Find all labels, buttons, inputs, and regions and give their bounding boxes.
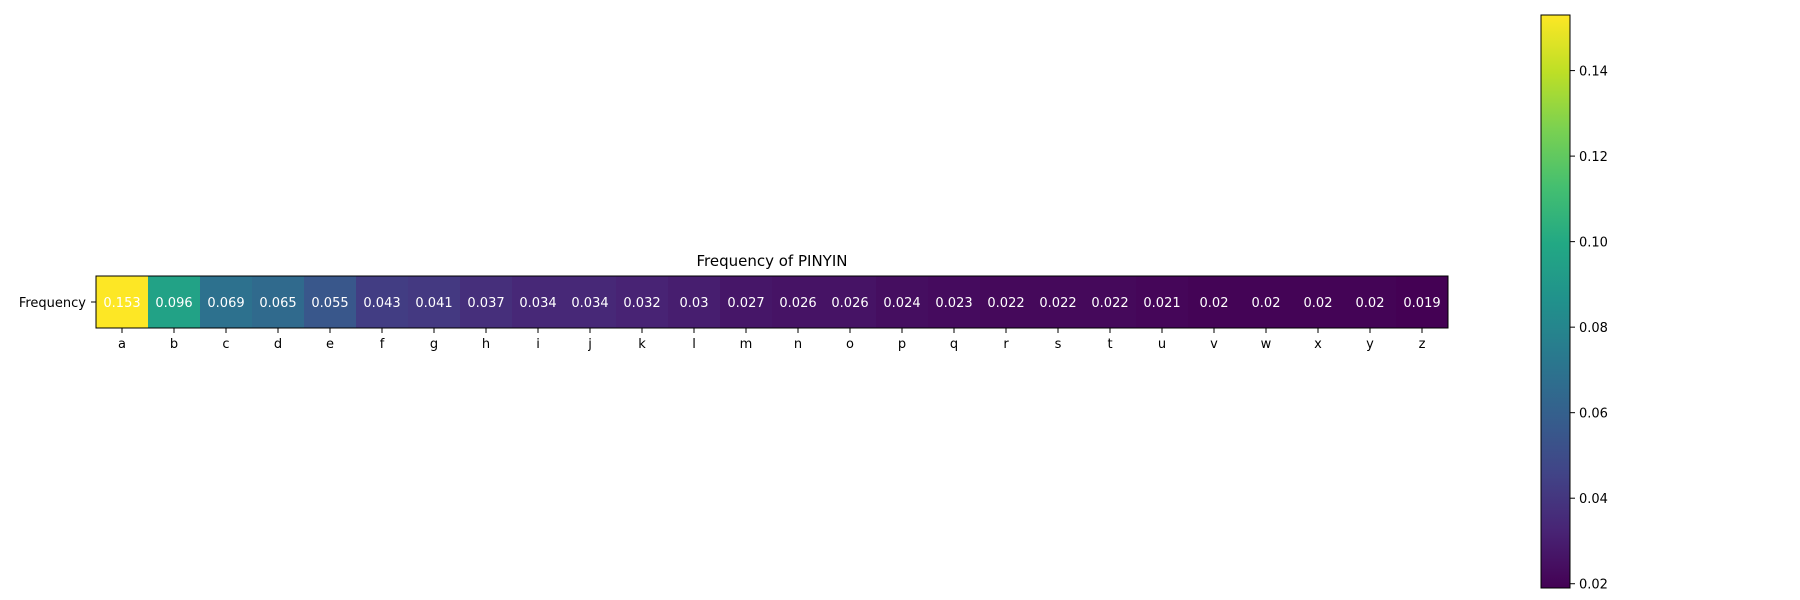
heatmap-cell-q xyxy=(928,276,981,328)
x-tick-label: r xyxy=(1003,337,1009,352)
cell-value-label: 0.037 xyxy=(467,296,504,311)
colorbar-tick-label: 0.06 xyxy=(1579,407,1608,422)
cell-value-label: 0.019 xyxy=(1403,296,1440,311)
x-tick-label: z xyxy=(1419,337,1426,352)
x-tick-label: m xyxy=(740,337,753,352)
heatmap-cell-h xyxy=(460,276,513,328)
y-tick-label: Frequency xyxy=(19,296,86,311)
x-tick-label: c xyxy=(222,337,229,352)
colorbar: 0.02 0.04 0.06 0.08 0.10 0.12 0.14 xyxy=(1540,14,1608,593)
cell-value-label: 0.03 xyxy=(680,296,709,311)
cell-value-label: 0.021 xyxy=(1143,296,1180,311)
colorbar-tick-label: 0.14 xyxy=(1579,65,1608,80)
x-tick-label: d xyxy=(274,337,282,352)
heatmap-cell-g xyxy=(408,276,461,328)
cell-value-label: 0.069 xyxy=(207,296,244,311)
x-tick-label: s xyxy=(1055,337,1062,352)
x-tick-label: j xyxy=(587,337,592,352)
cell-value-label: 0.022 xyxy=(1039,296,1076,311)
cell-value-label: 0.022 xyxy=(987,296,1024,311)
colorbar-tick-label: 0.08 xyxy=(1579,321,1608,336)
x-tick-label: f xyxy=(380,337,385,352)
x-tick-label: g xyxy=(430,337,438,352)
cell-value-label: 0.041 xyxy=(415,296,452,311)
heatmap-cell-m xyxy=(720,276,773,328)
heatmap-cell-e xyxy=(304,276,357,328)
cell-value-label: 0.023 xyxy=(935,296,972,311)
x-tick-label: v xyxy=(1210,337,1218,352)
cell-value-label: 0.02 xyxy=(1304,296,1333,311)
heatmap-cell-z xyxy=(1396,276,1449,328)
cell-value-label: 0.026 xyxy=(779,296,816,311)
cell-value-label: 0.02 xyxy=(1200,296,1229,311)
cell-value-label: 0.055 xyxy=(311,296,348,311)
cell-value-label: 0.034 xyxy=(571,296,608,311)
cell-value-label: 0.02 xyxy=(1252,296,1281,311)
cell-value-label: 0.043 xyxy=(363,296,400,311)
cell-value-label: 0.153 xyxy=(103,296,140,311)
colorbar-gradient xyxy=(1540,14,1571,589)
x-tick-label: y xyxy=(1366,337,1374,352)
cell-value-label: 0.032 xyxy=(623,296,660,311)
cell-value-label: 0.027 xyxy=(727,296,764,311)
x-tick-label: o xyxy=(846,337,854,352)
x-tick-label: h xyxy=(482,337,490,352)
x-tick-label: a xyxy=(118,337,126,352)
heatmap-cell-d xyxy=(252,276,305,328)
x-tick-label: q xyxy=(950,337,958,352)
cell-value-label: 0.02 xyxy=(1356,296,1385,311)
colorbar-tick-label: 0.02 xyxy=(1579,578,1608,593)
x-tick-label: p xyxy=(898,337,906,352)
heatmap-cell-b xyxy=(148,276,201,328)
x-tick-label: n xyxy=(794,337,802,352)
heatmap-cell-k xyxy=(616,276,669,328)
heatmap-cell-t xyxy=(1084,276,1137,328)
x-tick-label: u xyxy=(1158,337,1166,352)
heatmap-cell-x xyxy=(1292,276,1345,328)
cell-value-label: 0.034 xyxy=(519,296,556,311)
heatmap-cell-w xyxy=(1240,276,1293,328)
heatmap-cell-c xyxy=(200,276,253,328)
heatmap-cell-y xyxy=(1344,276,1397,328)
x-tick-label: t xyxy=(1107,337,1112,352)
heatmap-cell-j xyxy=(564,276,617,328)
x-tick-label: x xyxy=(1314,337,1322,352)
x-tick-label: w xyxy=(1261,337,1272,352)
heatmap-cells: 0.153 0.096 0.069 0.065 0.055 0.043 0.041 0.037… xyxy=(96,276,1449,328)
x-tick-label: b xyxy=(170,337,178,352)
heatmap-cell-i xyxy=(512,276,565,328)
heatmap-cell-v xyxy=(1188,276,1241,328)
heatmap-cell-o xyxy=(824,276,877,328)
cell-value-label: 0.026 xyxy=(831,296,868,311)
colorbar-tick-label: 0.10 xyxy=(1579,236,1608,251)
cell-value-label: 0.065 xyxy=(259,296,296,311)
x-tick-label: i xyxy=(536,337,540,352)
x-tick-label: e xyxy=(326,337,334,352)
cell-value-label: 0.096 xyxy=(155,296,192,311)
colorbar-tick-label: 0.04 xyxy=(1579,492,1608,507)
x-axis: a b c d e f g h i j k l m n o p q r s t u v w x y z xyxy=(118,328,1426,352)
heatmap-cell-s xyxy=(1032,276,1085,328)
heatmap-cell-r xyxy=(980,276,1033,328)
cell-value-label: 0.024 xyxy=(883,296,920,311)
colorbar-tick-label: 0.12 xyxy=(1579,150,1608,165)
heatmap-cell-a xyxy=(96,276,149,328)
heatmap-cell-p xyxy=(876,276,929,328)
heatmap-cell-l xyxy=(668,276,721,328)
cell-value-label: 0.022 xyxy=(1091,296,1128,311)
heatmap-cell-n xyxy=(772,276,825,328)
x-tick-label: l xyxy=(692,337,696,352)
heatmap-cell-u xyxy=(1136,276,1189,328)
heatmap-cell-f xyxy=(356,276,409,328)
x-tick-label: k xyxy=(638,337,646,352)
chart-title: Frequency of PINYIN xyxy=(697,252,848,270)
